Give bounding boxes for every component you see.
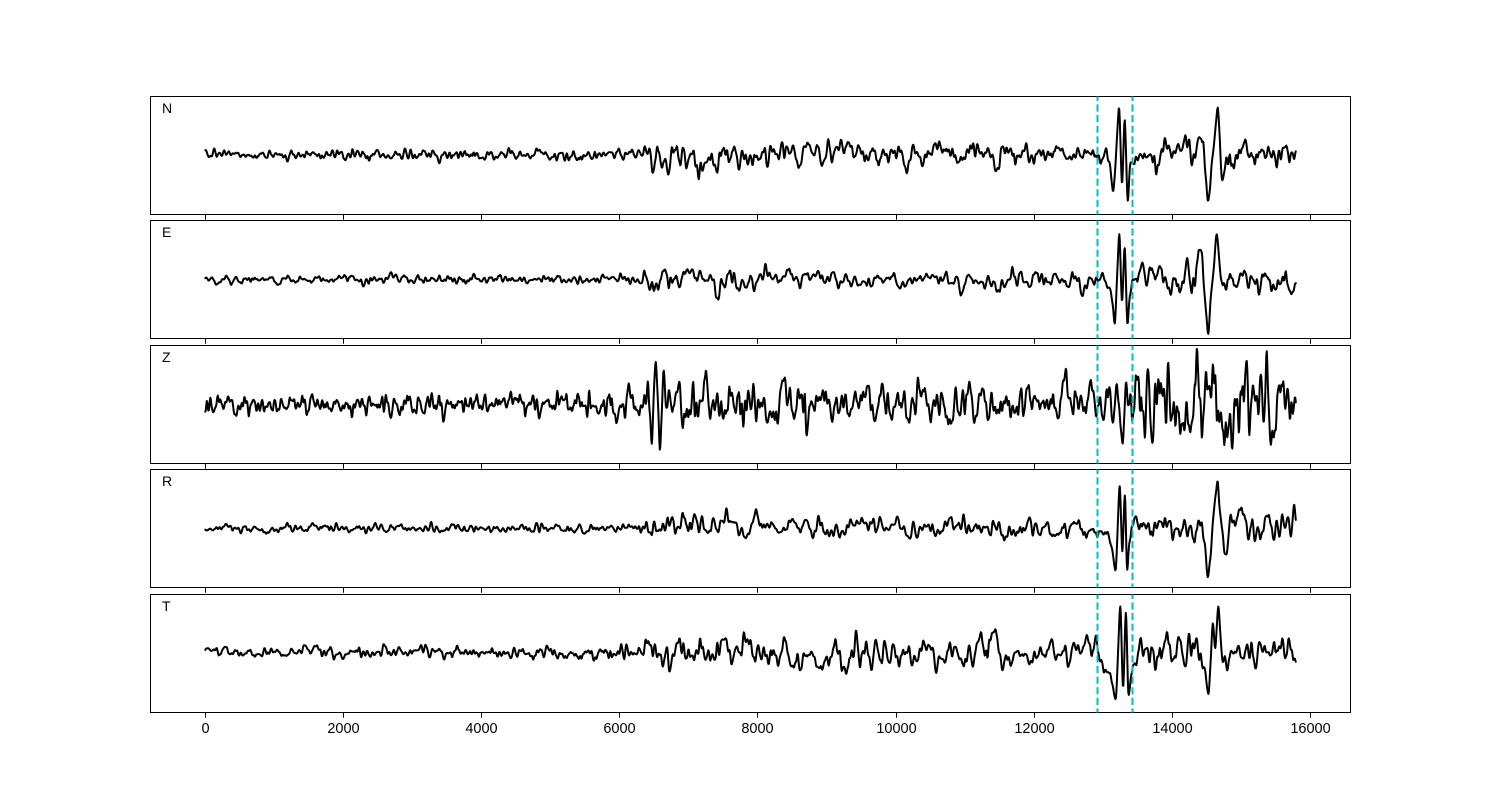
svg-text:Z: Z <box>162 349 171 365</box>
svg-text:4000: 4000 <box>465 721 497 737</box>
svg-text:8000: 8000 <box>741 721 773 737</box>
svg-text:10000: 10000 <box>876 721 916 737</box>
svg-text:2000: 2000 <box>327 721 359 737</box>
svg-text:N: N <box>162 100 172 116</box>
svg-text:R: R <box>162 473 172 489</box>
svg-text:6000: 6000 <box>603 721 635 737</box>
svg-text:T: T <box>162 598 171 614</box>
svg-text:E: E <box>162 224 171 240</box>
svg-text:12000: 12000 <box>1014 721 1054 737</box>
svg-text:0: 0 <box>201 721 209 737</box>
svg-text:16000: 16000 <box>1290 721 1330 737</box>
svg-text:14000: 14000 <box>1152 721 1192 737</box>
